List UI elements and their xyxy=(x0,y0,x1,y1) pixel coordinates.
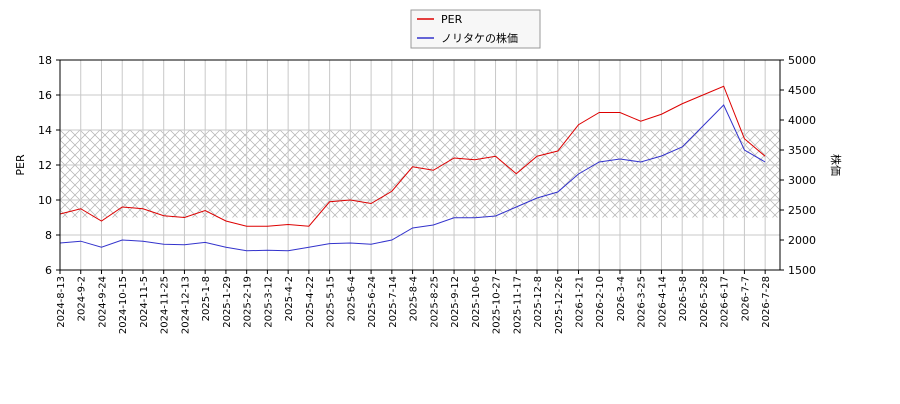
x-tick-label: 2024-12-13 xyxy=(180,276,191,334)
x-tick-label: 2025-2-19 xyxy=(243,276,254,328)
y-tick-label: 6 xyxy=(45,264,52,277)
x-tick-label: 2025-12-26 xyxy=(554,276,565,334)
x-tick-label: 2025-6-4 xyxy=(346,276,357,321)
x-tick-label: 2025-1-29 xyxy=(222,276,233,328)
x-tick-label: 2024-10-15 xyxy=(118,276,129,334)
y2-tick-label: 3000 xyxy=(788,174,816,187)
x-tick-label: 2024-8-13 xyxy=(56,276,67,328)
y-tick-label: 14 xyxy=(38,124,52,137)
y2-tick-label: 4000 xyxy=(788,114,816,127)
x-tick-label: 2026-6-17 xyxy=(720,276,731,328)
x-tick-label: 2024-9-24 xyxy=(97,276,108,328)
y2-tick-label: 4500 xyxy=(788,84,816,97)
y-axis-label: PER xyxy=(14,154,27,176)
legend: PER ノリタケの株価 xyxy=(410,9,541,49)
x-tick-label: 2025-8-4 xyxy=(409,276,420,321)
x-tick-label: 2025-1-8 xyxy=(201,276,212,321)
x-tick-label: 2025-4-22 xyxy=(305,276,316,328)
y2-tick-label: 2000 xyxy=(788,234,816,247)
x-tick-label: 2026-7-7 xyxy=(740,276,751,321)
x-tick-label: 2025-6-24 xyxy=(367,276,378,328)
legend-label: PER xyxy=(441,13,463,26)
y-tick-label: 8 xyxy=(45,229,52,242)
x-tick-label: 2024-11-5 xyxy=(139,276,150,328)
y-tick-label: 16 xyxy=(38,89,52,102)
y2-tick-label: 5000 xyxy=(788,54,816,67)
x-tick-label: 2025-9-12 xyxy=(450,276,461,328)
y-tick-label: 18 xyxy=(38,54,52,67)
series-line xyxy=(59,85,766,227)
x-tick-label: 2024-9-2 xyxy=(77,276,88,321)
y-tick-label: 12 xyxy=(38,159,52,172)
x-tick-label: 2026-5-28 xyxy=(699,276,710,328)
x-tick-label: 2025-7-14 xyxy=(388,276,399,328)
x-tick-label: 2026-1-21 xyxy=(575,276,586,328)
y2-tick-label: 2500 xyxy=(788,204,816,217)
y-tick-label: 10 xyxy=(38,194,52,207)
plot-frame xyxy=(59,59,781,271)
x-tick-label: 2025-3-12 xyxy=(263,276,274,328)
y2-axis-label: 株価 xyxy=(829,154,843,176)
x-tick-label: 2026-3-4 xyxy=(616,276,627,321)
x-tick-label: 2026-4-14 xyxy=(657,276,668,328)
x-tick-label: 2025-11-17 xyxy=(512,276,523,334)
series-line xyxy=(59,104,766,252)
y2-tick-label: 3500 xyxy=(788,144,816,157)
x-tick-label: 2025-12-8 xyxy=(533,276,544,328)
x-tick-label: 2026-5-8 xyxy=(678,276,689,321)
x-tick-label: 2024-11-25 xyxy=(160,276,171,334)
legend-label: ノリタケの株価 xyxy=(441,31,518,45)
reference-band xyxy=(60,130,780,218)
legend-box xyxy=(410,9,541,49)
x-tick-label: 2026-2-10 xyxy=(595,276,606,328)
y2-tick-label: 1500 xyxy=(788,264,816,277)
x-tick-label: 2025-5-15 xyxy=(326,276,337,328)
x-tick-label: 2025-4-2 xyxy=(284,276,295,321)
x-tick-label: 2025-8-25 xyxy=(429,276,440,328)
x-tick-label: 2026-3-25 xyxy=(637,276,648,328)
x-tick-label: 2025-10-27 xyxy=(492,276,503,334)
x-tick-label: 2026-7-28 xyxy=(761,276,772,328)
x-tick-label: 2025-10-6 xyxy=(471,276,482,328)
